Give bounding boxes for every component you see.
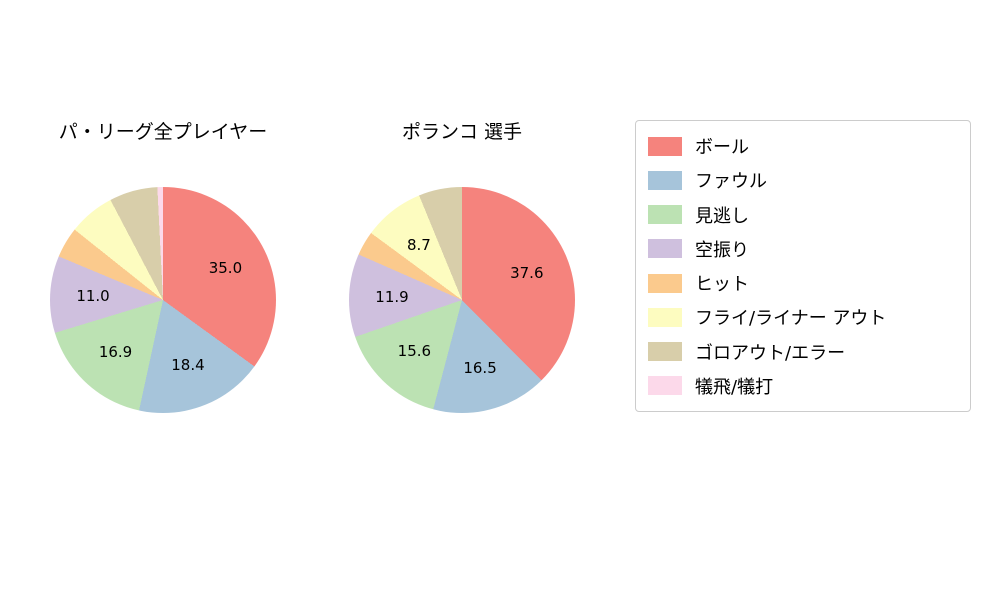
legend-label: ボール — [695, 137, 749, 159]
slice-value-label: 37.6 — [510, 264, 544, 283]
slice-value-label: 18.4 — [171, 356, 205, 375]
slice-value-label: 35.0 — [208, 259, 243, 278]
slice-value-label: 15.6 — [397, 342, 432, 361]
legend-swatch — [648, 136, 682, 156]
slice-value-label: 11.9 — [375, 288, 409, 307]
legend-item: ゴロアウト/エラー — [648, 335, 958, 369]
pie-chart-player: ポランコ 選手 37.6 16.5 15.6 11.9 8.7 — [349, 118, 575, 413]
legend-label: 犠飛/犠打 — [695, 376, 774, 398]
legend-swatch — [648, 273, 682, 293]
legend-label: ヒット — [695, 274, 749, 296]
legend-swatch — [648, 342, 682, 362]
legend-label: ゴロアウト/エラー — [695, 342, 846, 364]
slice-value-label: 11.0 — [76, 287, 110, 306]
pie-disc-league: 35.0 18.4 16.9 11.0 — [50, 187, 276, 413]
legend-swatch — [648, 376, 682, 396]
legend-swatch — [648, 205, 682, 225]
legend-item: 見逃し — [648, 198, 958, 232]
legend-item: ファウル — [648, 163, 958, 197]
legend-swatch — [648, 170, 682, 190]
slice-value-label: 16.9 — [98, 342, 133, 361]
pie-disc-player: 37.6 16.5 15.6 11.9 8.7 — [349, 187, 575, 413]
legend-item: 空振り — [648, 232, 958, 266]
legend-item: フライ/ライナー アウト — [648, 300, 958, 334]
legend-label: ファウル — [695, 171, 767, 193]
pie-chart-league: パ・リーグ全プレイヤー 35.0 18.4 16.9 11.0 — [50, 118, 276, 413]
pie-title-player: ポランコ 選手 — [401, 121, 523, 143]
pie-title-league: パ・リーグ全プレイヤー — [58, 121, 268, 143]
legend-item: ボール — [648, 129, 958, 163]
legend-item: ヒット — [648, 266, 958, 300]
slice-value-label: 8.7 — [406, 235, 431, 254]
legend: ボールファウル見逃し空振りヒットフライ/ライナー アウト ゴロアウト/エラー 犠飛/… — [635, 120, 971, 412]
legend-label: フライ/ライナー アウト — [695, 308, 887, 330]
legend-label: 空振り — [695, 239, 749, 261]
legend-swatch — [648, 307, 682, 327]
legend-swatch — [648, 239, 682, 259]
legend-label: 見逃し — [695, 205, 749, 227]
slice-value-label: 16.5 — [463, 358, 497, 377]
legend-item: 犠飛/犠打 — [648, 369, 958, 403]
